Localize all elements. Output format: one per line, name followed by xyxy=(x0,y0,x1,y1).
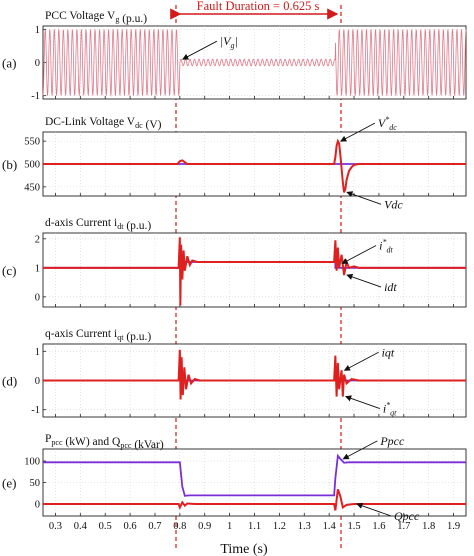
x-tick-label: 1 xyxy=(227,521,232,532)
panel-a: -1 0 1 PCC Voltage Vg (p.u.) (a) |Vg| xyxy=(2,10,467,102)
fault-duration-label: Fault Duration = 0.625 s xyxy=(197,0,320,13)
annotation-arrow xyxy=(341,245,377,264)
y-tick-label: 1 xyxy=(35,25,40,36)
annotation-label: i*qt xyxy=(383,401,397,418)
x-tick-label: 0.7 xyxy=(148,521,161,532)
annotation-arrow xyxy=(356,502,392,517)
annotation-label: V*dc xyxy=(378,115,397,132)
annotation-label: Ppcc xyxy=(379,434,405,448)
series-line-Ppcc xyxy=(43,453,466,497)
x-tick-label: 1.2 xyxy=(273,521,286,532)
y-tick-label: 0 xyxy=(35,292,40,303)
annotation-arrow xyxy=(340,122,376,142)
panel-title: DC-Link Voltage Vdc (V) xyxy=(45,116,162,131)
x-tick-label: 1.7 xyxy=(397,521,410,532)
panel-label: (b) xyxy=(2,157,17,172)
y-tick-label: 100 xyxy=(24,457,40,468)
annotation-label: Qpcc xyxy=(394,509,420,523)
x-axis-title: Time (s) xyxy=(220,542,268,556)
series-line-Vdc xyxy=(43,138,466,193)
annotation-arrow xyxy=(343,351,379,371)
y-tick-label: 450 xyxy=(24,182,40,193)
panel-label: (e) xyxy=(2,476,16,491)
annotation-label: |Vg| xyxy=(220,34,238,50)
x-tick-label: 1.9 xyxy=(447,521,460,532)
y-tick-label: 2 xyxy=(35,234,40,245)
x-tick-label: 0.5 xyxy=(99,521,112,532)
panel-title: PCC Voltage Vg (p.u.) xyxy=(45,10,147,25)
series-line xyxy=(42,28,467,97)
annotation-arrow xyxy=(346,273,382,288)
x-tick-label: 1.5 xyxy=(347,521,360,532)
panel-label: (c) xyxy=(2,263,16,278)
y-tick-label: 1 xyxy=(35,347,40,358)
panel-b: 450 500 550 DC-Link Voltage Vdc (V) (b) V*dc V… xyxy=(2,115,467,211)
x-tick-label: 1.1 xyxy=(248,521,261,532)
annotation-label: idt xyxy=(384,280,397,294)
annotation-arrow xyxy=(344,395,380,409)
series-line-Qpcc xyxy=(43,489,466,511)
x-tick-label: 1.4 xyxy=(323,521,337,532)
panel-c: 0 1 2 d-axis Current idt (p.u.) (c) i*dt idt xyxy=(2,217,467,308)
annotation-label: iqt xyxy=(382,345,395,359)
y-tick-label: -1 xyxy=(31,405,40,416)
panel-e: 0.3 0.4 0.5 0.6 0.7 0.8 0.9 1 1.1 1.2 1.3 1.4 1.5 1.6… xyxy=(2,433,467,532)
y-tick-label: 1 xyxy=(35,263,40,274)
panel-title: Ppcc (kW) and Qpcc (kVar) xyxy=(45,433,164,451)
annotation-arrow xyxy=(346,191,382,205)
x-tick-label: 0.9 xyxy=(198,521,211,532)
y-tick-label: 50 xyxy=(30,478,41,489)
panel-title: q-axis Current iqt (p.u.) xyxy=(45,328,151,343)
x-tick-label: 1.8 xyxy=(422,521,435,532)
x-tick-label: 0.4 xyxy=(74,521,88,532)
x-tick-label: 1.3 xyxy=(298,521,311,532)
x-tick-label: 0.6 xyxy=(124,521,137,532)
annotation-arrow xyxy=(342,440,378,460)
y-tick-label: 550 xyxy=(24,137,40,148)
x-tick-label: 0.3 xyxy=(49,521,62,532)
fault-duration-marker: Fault Duration = 0.625 s xyxy=(170,0,342,548)
panel-label: (d) xyxy=(2,374,17,389)
panel-title: d-axis Current idt (p.u.) xyxy=(45,217,151,232)
y-tick-label: 500 xyxy=(24,160,40,171)
annotation-label: i*dt xyxy=(379,237,393,254)
series-line-iqt xyxy=(43,349,466,400)
x-tick-label: 1.6 xyxy=(372,521,385,532)
x-tick-label: 0.8 xyxy=(173,521,186,532)
panel-label: (a) xyxy=(2,56,16,71)
annotation-label: Vdc xyxy=(384,197,403,211)
annotation-arrow xyxy=(182,40,218,60)
y-tick-label: 0 xyxy=(35,376,40,387)
y-tick-label: 0 xyxy=(35,58,40,69)
y-tick-label: -1 xyxy=(31,91,40,102)
y-tick-label: 0 xyxy=(35,499,40,510)
panel-d: -1 0 1 q-axis Current iqt (p.u.) (d) iqt i*qt xyxy=(2,328,467,418)
